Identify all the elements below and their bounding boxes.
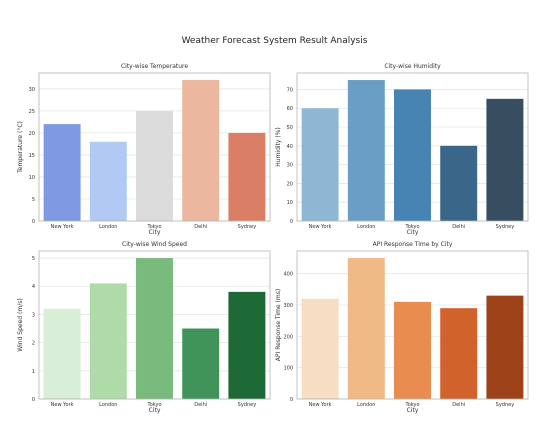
y-tick-label: 20: [29, 131, 35, 137]
chart-panel: 0 100 200 300 400 New York London Tokyo Delhi Syd…: [275, 241, 529, 414]
y-tick-label: 4: [32, 284, 35, 290]
x-tick-label: New York: [51, 402, 74, 408]
y-tick-label: 30: [29, 87, 35, 93]
x-tick-label: Tokyo: [147, 224, 162, 230]
bar: [43, 308, 81, 399]
axes-frame: [296, 250, 529, 400]
y-tick-label: 25: [29, 109, 35, 115]
chart-panel: 0 5 10 15 20 25 30 New York London Tokyo Delhi Sydn…: [17, 63, 271, 236]
y-tick-label: 400: [283, 272, 293, 278]
y-tick-label: 3: [32, 312, 35, 318]
y-tick-label: 100: [283, 366, 293, 372]
x-tick-label: London: [357, 224, 375, 230]
y-tick-label: 30: [287, 163, 293, 169]
y-tick-label: 0: [290, 397, 293, 403]
x-tick-label: Sydney: [238, 224, 257, 230]
x-tick-label: Sydney: [238, 402, 257, 408]
bar: [394, 301, 431, 399]
x-tick-label: London: [99, 224, 117, 230]
chart-title: API Response Time by City: [373, 241, 453, 248]
x-tick-label: Delhi: [194, 402, 207, 408]
bar: [136, 110, 173, 221]
x-axis-label: City: [149, 229, 161, 236]
axes-frame: [38, 250, 271, 400]
bar: [228, 132, 266, 221]
bar: [347, 80, 385, 221]
y-tick-label: 70: [287, 87, 293, 93]
x-tick-label: London: [99, 402, 117, 408]
y-axis-label: Temperature (°C): [17, 121, 24, 174]
bar: [440, 308, 478, 399]
x-axis-label: City: [407, 407, 419, 414]
y-axis-label: API Response Time (ms): [275, 289, 282, 361]
bar: [182, 328, 220, 399]
y-tick-label: 200: [283, 334, 293, 340]
bar: [301, 298, 339, 399]
chart-title: City-wise Temperature: [121, 63, 188, 70]
bar: [43, 124, 81, 221]
x-tick-label: Delhi: [452, 224, 465, 230]
bar: [394, 89, 431, 221]
x-tick-label: Tokyo: [405, 224, 420, 230]
y-tick-label: 0: [32, 397, 35, 403]
y-tick-label: 10: [287, 200, 293, 206]
bar: [301, 108, 339, 221]
bar: [136, 258, 173, 399]
axes-frame: [296, 72, 529, 222]
x-tick-label: New York: [309, 402, 332, 408]
x-tick-label: Tokyo: [405, 402, 420, 408]
x-tick-label: New York: [309, 224, 332, 230]
chart-panel: 0 1 2 3 4 5 New York London Tokyo Delhi Sydney City…: [17, 241, 271, 414]
bar: [228, 291, 266, 399]
y-tick-label: 2: [32, 341, 35, 347]
bar: [89, 141, 127, 221]
x-tick-label: New York: [51, 224, 74, 230]
y-tick-label: 300: [283, 303, 293, 309]
bar: [347, 258, 385, 399]
x-tick-label: London: [357, 402, 375, 408]
figure-title: Weather Forecast System Result Analysis: [181, 36, 368, 46]
y-tick-label: 1: [32, 369, 35, 375]
y-tick-label: 5: [32, 197, 35, 203]
x-axis-label: City: [149, 407, 161, 414]
chart-panel: 0 10 20 30 40 50 60 70 New York London Tokyo Delhi S…: [275, 63, 529, 236]
x-tick-label: Tokyo: [147, 402, 162, 408]
y-tick-label: 60: [287, 106, 293, 112]
y-tick-label: 10: [29, 175, 35, 181]
axes-frame: [38, 72, 271, 222]
y-tick-label: 40: [287, 144, 293, 150]
y-tick-label: 50: [287, 125, 293, 131]
chart-title: City-wise Humidity: [384, 63, 441, 70]
x-tick-label: Delhi: [452, 402, 465, 408]
x-tick-label: Delhi: [194, 224, 207, 230]
bar: [89, 283, 127, 399]
y-tick-label: 5: [32, 256, 35, 262]
bar: [182, 80, 220, 221]
y-tick-label: 20: [287, 181, 293, 187]
x-tick-label: Sydney: [496, 224, 515, 230]
bar: [440, 145, 478, 221]
bar: [486, 295, 524, 399]
chart-title: City-wise Wind Speed: [122, 241, 187, 248]
y-axis-label: Humidity (%): [275, 127, 282, 167]
y-tick-label: 0: [290, 219, 293, 225]
bar: [486, 98, 524, 221]
y-axis-label: Wind Speed (m/s): [17, 298, 24, 351]
y-tick-label: 0: [32, 219, 35, 225]
x-axis-label: City: [407, 229, 419, 236]
y-tick-label: 15: [29, 153, 35, 159]
x-tick-label: Sydney: [496, 402, 515, 408]
